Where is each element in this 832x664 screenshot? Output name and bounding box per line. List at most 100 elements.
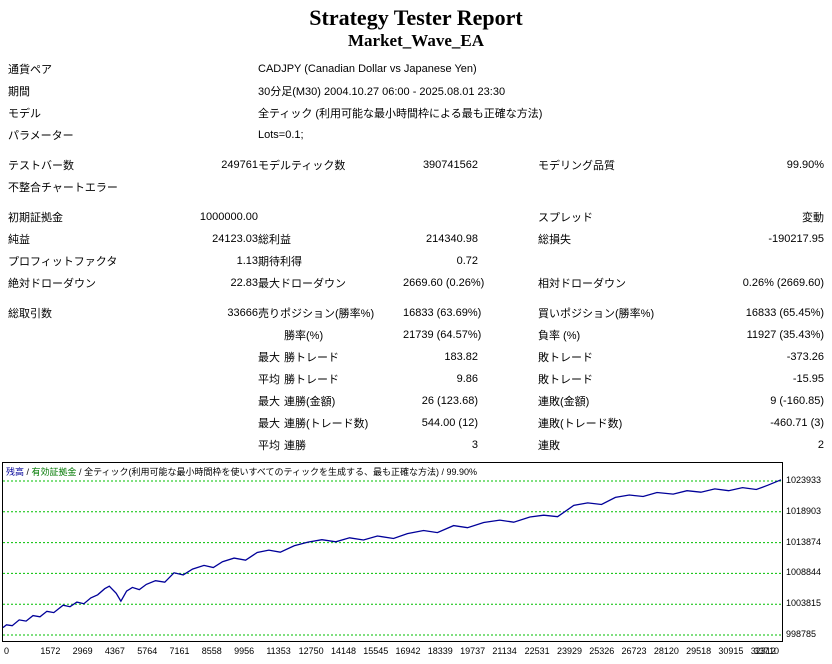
stat-value: 183.82	[444, 351, 478, 363]
legend-separator: /	[439, 467, 447, 477]
info-label: 期間	[8, 86, 30, 98]
report-title: Strategy Tester Report	[309, 5, 523, 30]
info-label: パラメーター	[8, 130, 74, 142]
table-row: 平均 連勝 3 連敗 2	[8, 434, 824, 456]
stat-value: 2	[817, 439, 825, 451]
info-label: 通貨ペア	[8, 64, 52, 76]
stat-value: 変動	[802, 212, 825, 224]
stat-value: 22.83	[230, 277, 258, 289]
balance-line	[3, 479, 782, 629]
stat-value: 1000000.00	[199, 211, 258, 223]
x-axis-label: 29518	[686, 646, 712, 656]
x-axis-label: 7161	[169, 646, 190, 656]
x-axis-label: 16942	[395, 646, 421, 656]
legend-item: 全ティック(利用可能な最小時間枠を使いすべてのティックを生成する、最も正確な方法…	[84, 467, 439, 477]
spacer-cell	[158, 58, 258, 80]
stat-label: モデルティック数	[258, 160, 346, 172]
stat-qualifier: 最大	[258, 396, 280, 408]
stat-label: 最大ドローダウン	[258, 278, 346, 290]
table-row: 純益 24123.03 総利益 214340.98 総損失 -190217.95	[8, 228, 824, 250]
stat-label	[8, 324, 158, 346]
stat-value: 544.00 (12)	[421, 417, 478, 429]
stat-label: 総利益	[258, 234, 291, 246]
stat-qualifier	[258, 324, 284, 346]
table-row: 平均 勝トレード 9.86 敗トレード -15.95	[8, 368, 824, 390]
info-label: モデル	[8, 108, 41, 120]
stat-label: 買いポジション(勝率%)	[538, 308, 655, 320]
x-axis-label: 33710	[754, 646, 780, 656]
x-axis-label: 8558	[201, 646, 222, 656]
stat-qualifier: 平均	[258, 374, 280, 386]
stat-value: -190217.95	[768, 233, 825, 245]
stat-label: 連勝	[284, 440, 306, 452]
stat-label	[8, 346, 158, 368]
stat-label: 連勝(トレード数)	[284, 418, 369, 430]
chart-legend: 残高 / 有効証拠金 / 全ティック(利用可能な最小時間枠を使いすべてのティック…	[6, 465, 477, 478]
y-axis-label: 1018903	[786, 505, 822, 516]
stat-label: 敗トレード	[538, 352, 593, 364]
x-axis-label: 14148	[330, 646, 356, 656]
stat-value: 0.72	[456, 255, 478, 267]
stat-label: 勝トレード	[284, 352, 339, 364]
legend-item: 99.90%	[446, 467, 478, 477]
x-axis-label: 12750	[298, 646, 324, 656]
stat-value: 21739 (64.57%)	[403, 329, 482, 341]
x-axis-label: 0	[4, 646, 10, 656]
x-axis-label: 21134	[492, 646, 517, 656]
stat-value: 9.86	[456, 373, 478, 385]
stat-value: 2669.60 (0.26%)	[403, 277, 485, 289]
stat-label: 初期証拠金	[8, 212, 63, 224]
stat-label: テストバー数	[8, 160, 74, 172]
table-row: 最大 連勝(トレード数) 544.00 (12) 連敗(トレード数) -460.…	[8, 412, 824, 434]
stat-value: 26 (123.68)	[421, 395, 478, 407]
spacer-cell	[158, 102, 258, 124]
table-row: 絶対ドローダウン 22.83 最大ドローダウン 2669.60 (0.26%) …	[8, 272, 824, 294]
stat-label: モデリング品質	[538, 160, 615, 172]
stat-value	[668, 250, 824, 272]
x-axis-label: 18339	[427, 646, 453, 656]
section-gap	[8, 198, 824, 206]
info-value: 全ティック (利用可能な最小時間枠による最も正確な方法)	[258, 108, 543, 120]
stat-label: 勝トレード	[284, 374, 339, 386]
x-axis-label: 15545	[363, 646, 389, 656]
stat-label: プロフィットファクタ	[8, 256, 118, 268]
stat-label: 負率 (%)	[538, 330, 581, 342]
stat-label	[8, 434, 158, 456]
stat-value	[158, 434, 258, 456]
stat-value: 1.13	[236, 255, 258, 267]
report-table: 通貨ペア CADJPY (Canadian Dollar vs Japanese…	[8, 58, 824, 456]
stat-label: 相対ドローダウン	[538, 278, 626, 290]
table-row: 最大 勝トレード 183.82 敗トレード -373.26	[8, 346, 824, 368]
stat-value: 16833 (63.69%)	[403, 307, 482, 319]
stat-label: スプレッド	[538, 212, 593, 224]
balance-curve-svg	[3, 479, 782, 636]
y-axis-label: 1023933	[786, 474, 822, 485]
x-axis-label: 9956	[234, 646, 255, 656]
legend-item: 有効証拠金	[31, 467, 77, 477]
stat-value: 3	[471, 439, 478, 451]
stat-label: 期待利得	[258, 256, 302, 268]
stat-value	[403, 176, 478, 198]
y-axis-label: 1003815	[786, 598, 822, 609]
stat-label	[258, 176, 403, 198]
table-row: 最大 連勝(金額) 26 (123.68) 連敗(金額) 9 (-160.85)	[8, 390, 824, 412]
stat-qualifier: 平均	[258, 440, 280, 452]
stat-label	[8, 368, 158, 390]
stat-label: 純益	[8, 234, 30, 246]
stat-value	[403, 206, 478, 228]
stat-value: 33666	[227, 307, 258, 319]
x-axis-label: 32312	[750, 646, 776, 656]
table-row: 期間 30分足(M30) 2004.10.27 06:00 - 2025.08.…	[8, 80, 824, 102]
table-row: 不整合チャートエラー	[8, 176, 824, 198]
stat-label	[8, 412, 158, 434]
spacer-cell	[158, 80, 258, 102]
x-axis-label: 30915	[718, 646, 744, 656]
table-row: パラメーター Lots=0.1;	[8, 124, 824, 146]
stat-label: 絶対ドローダウン	[8, 278, 96, 290]
report-header: Strategy Tester Report Market_Wave_EA	[0, 5, 832, 51]
expert-name: Market_Wave_EA	[348, 31, 484, 50]
stat-label: 売りポジション(勝率%)	[258, 308, 375, 320]
x-axis-label: 19737	[460, 646, 486, 656]
stat-label: 連敗(金額)	[538, 396, 590, 408]
